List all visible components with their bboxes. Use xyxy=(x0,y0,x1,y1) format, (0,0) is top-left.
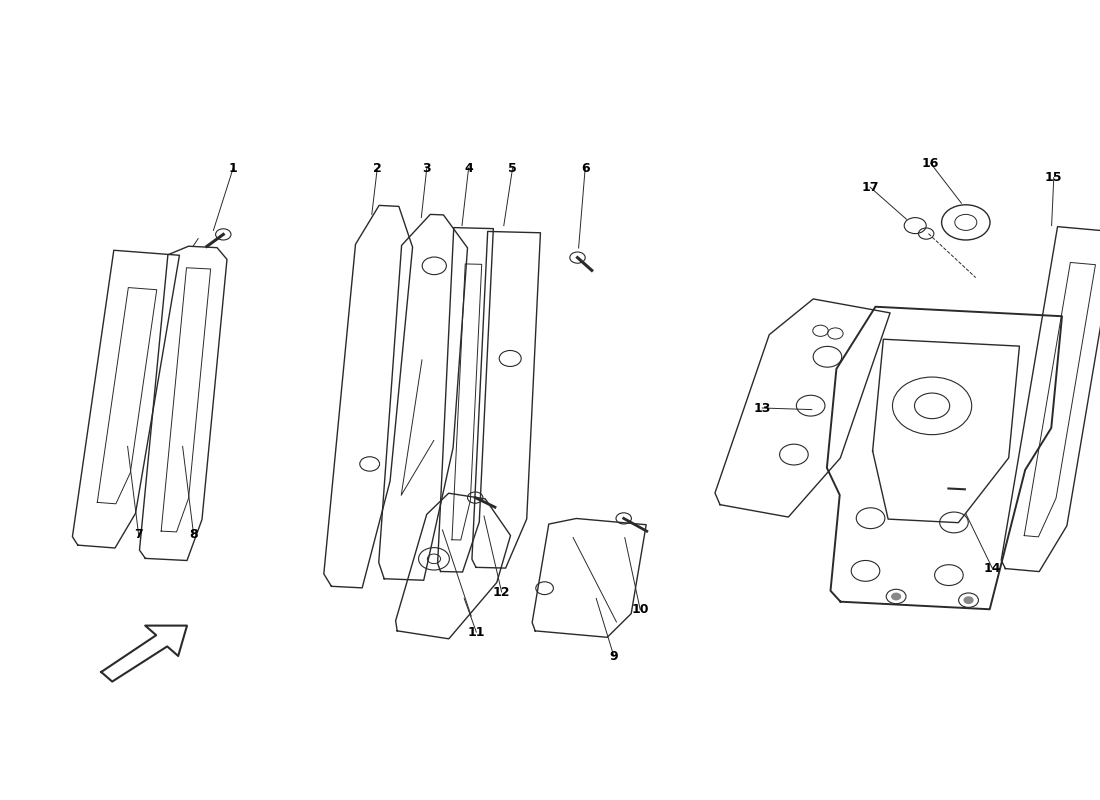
Text: 16: 16 xyxy=(922,157,939,170)
Text: 3: 3 xyxy=(422,162,431,174)
Text: 15: 15 xyxy=(1045,171,1063,184)
Text: 12: 12 xyxy=(493,586,510,598)
Circle shape xyxy=(964,597,972,603)
Text: 17: 17 xyxy=(861,181,879,194)
Text: 11: 11 xyxy=(468,626,485,638)
Text: 14: 14 xyxy=(983,562,1001,574)
Text: 10: 10 xyxy=(631,603,649,616)
Text: 8: 8 xyxy=(189,528,198,541)
Text: 4: 4 xyxy=(464,162,473,174)
Polygon shape xyxy=(101,626,187,682)
Text: 1: 1 xyxy=(229,162,238,174)
Text: 9: 9 xyxy=(609,650,618,662)
Text: 6: 6 xyxy=(581,162,590,174)
Text: 2: 2 xyxy=(373,162,382,174)
Text: 5: 5 xyxy=(508,162,517,174)
Circle shape xyxy=(892,594,901,600)
Text: 13: 13 xyxy=(754,402,771,414)
Text: 7: 7 xyxy=(134,528,143,541)
